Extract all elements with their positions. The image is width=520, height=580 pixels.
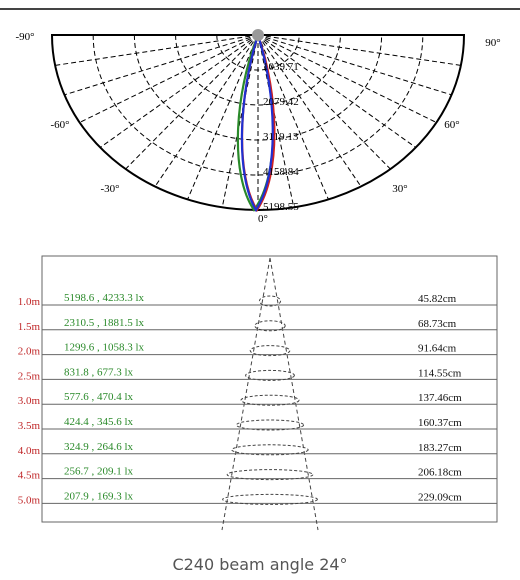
diameter-label: 68.73cm (418, 318, 457, 330)
ring (175, 34, 341, 106)
beam-ellipse (222, 493, 318, 505)
beam-ellipse (249, 345, 291, 357)
ring (92, 34, 424, 176)
lux-label: 5198.6 , 4233.3 lx (64, 292, 145, 304)
angle-label: 30° (392, 183, 407, 195)
radial-label: 1039.71 (263, 61, 299, 73)
radial-label: 2079.42 (263, 96, 299, 108)
spoke (221, 34, 259, 208)
angle-label: -30° (100, 183, 119, 195)
spoke (257, 34, 295, 208)
diameter-label: 137.46cm (418, 392, 462, 404)
center-dot (252, 29, 264, 41)
outline (50, 34, 466, 211)
spoke (257, 34, 329, 200)
spoke (257, 34, 362, 187)
spoke (187, 34, 259, 200)
cone (221, 257, 319, 531)
light-curve (240, 34, 274, 213)
illuminance-table: 1.0m 5198.6 , 4233.3 lx 45.82cm 1.5m 2310.5 … (18, 255, 498, 531)
angle-label: -90° (15, 31, 34, 43)
distance-label: 4.0m (18, 445, 41, 457)
beam-ellipse (254, 320, 286, 332)
radial-label: 5198.55 (263, 201, 299, 213)
spoke (79, 34, 259, 123)
radial-label: 3119.13 (263, 131, 299, 143)
diameter-label: 206.18cm (418, 467, 462, 479)
diameter-label: 45.82cm (418, 293, 457, 305)
distance-label: 1.5m (18, 321, 41, 333)
diameter-label: 160.37cm (418, 417, 462, 429)
lux-label: 424.4 , 345.6 lx (64, 416, 134, 428)
distance-label: 3.0m (18, 395, 41, 407)
distance-label: 5.0m (18, 494, 41, 506)
beam-ellipse (235, 419, 305, 431)
table-frame (41, 255, 498, 523)
spoke (64, 34, 259, 96)
lux-label: 256.7 , 209.1 lx (64, 466, 134, 478)
beam-ellipse (245, 369, 295, 381)
spoke (99, 34, 259, 148)
beam-ellipse (226, 469, 314, 481)
spoke (257, 34, 437, 123)
caption: C240 beam angle 24° (172, 555, 347, 574)
distance-label: 2.5m (18, 370, 41, 382)
beam-ellipse (231, 444, 309, 456)
radial-label: 4158.84 (263, 166, 299, 178)
spoke (257, 34, 452, 96)
diameter-label: 114.55cm (418, 367, 462, 379)
spoke (55, 34, 259, 66)
distance-label: 1.0m (18, 296, 41, 308)
polar-plot: -90° 90° -60° 60° -30° 30° 0° 1039.71 2079.42 311… (15, 29, 501, 225)
distance-label: 2.0m (18, 346, 41, 358)
distance-label: 3.5m (18, 420, 41, 432)
spoke (257, 34, 417, 148)
distance-label: 4.5m (18, 470, 41, 482)
angle-label: 60° (444, 119, 459, 131)
angle-label: 90° (485, 37, 500, 49)
lux-label: 2310.5 , 1881.5 lx (64, 317, 145, 329)
lux-label: 577.6 , 470.4 lx (64, 391, 134, 403)
lux-label: 831.8 , 677.3 lx (64, 366, 134, 378)
angle-label: 0° (258, 213, 268, 225)
lux-label: 207.9 , 169.3 lx (64, 490, 134, 502)
diameter-label: 91.64cm (418, 343, 457, 355)
beam-ellipse (240, 394, 300, 406)
diameter-label: 229.09cm (418, 491, 462, 503)
spoke (154, 34, 259, 187)
lux-label: 324.9 , 264.6 lx (64, 441, 134, 453)
angle-label: -60° (50, 119, 69, 131)
beam-ellipse (258, 295, 282, 307)
diameter-label: 183.27cm (418, 442, 462, 454)
spoke (257, 34, 461, 66)
lux-label: 1299.6 , 1058.3 lx (64, 342, 145, 354)
